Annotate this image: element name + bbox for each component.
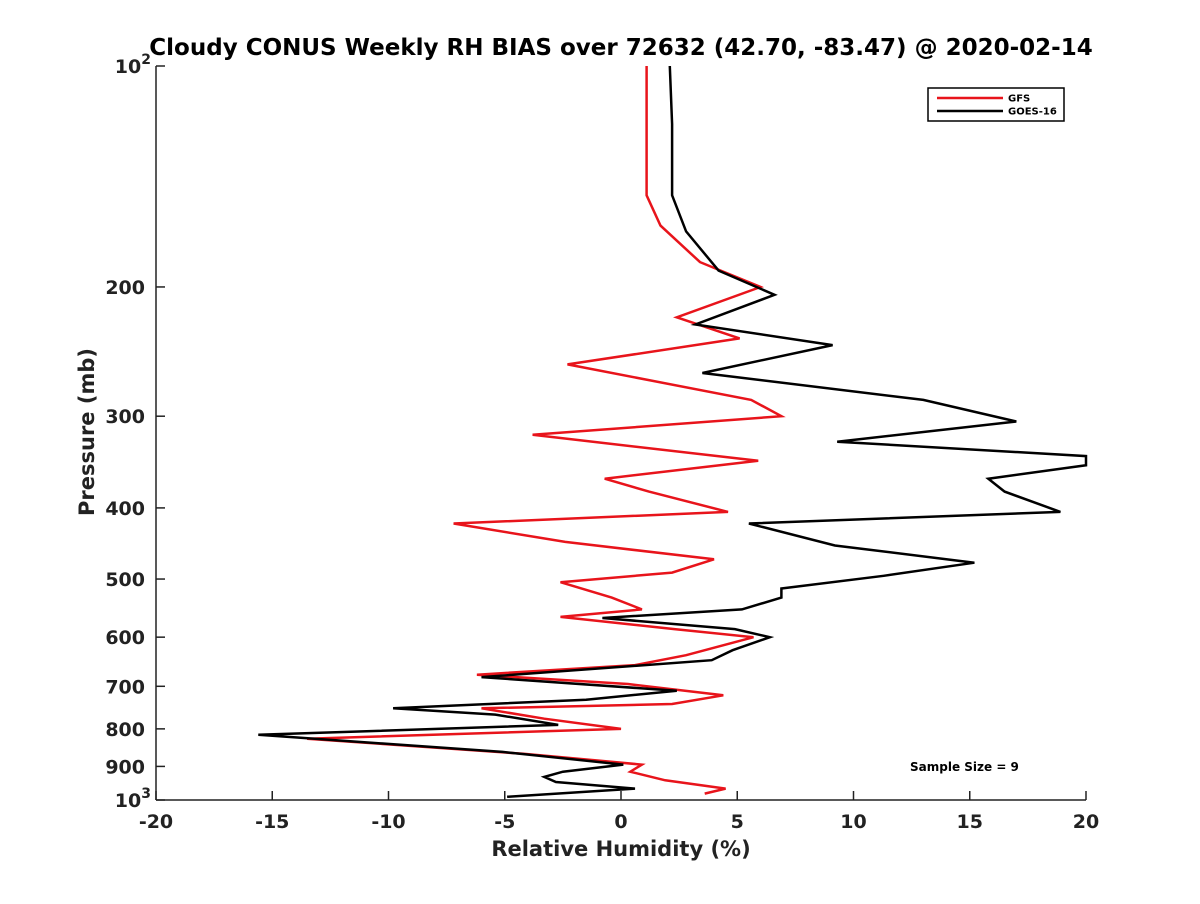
y-tick-label: 600 — [105, 627, 145, 649]
y-tick-label: 300 — [105, 406, 145, 428]
x-tick-label: 20 — [1073, 811, 1099, 833]
legend-label-goes16: GOES-16 — [1008, 107, 1057, 118]
x-tick-label: -15 — [255, 811, 289, 833]
x-tick-label: 15 — [957, 811, 983, 833]
legend-box — [927, 87, 1065, 122]
legend-label-gfs: GFS — [1008, 94, 1030, 105]
sample-size-annotation: Sample Size = 9 — [910, 760, 1019, 774]
y-tick-label: 700 — [105, 676, 145, 698]
x-tick-label: -20 — [139, 811, 173, 833]
axes-layer: -20 -15 -10 -5 0 5 10 15 20 102 200 300 400 500 600 700… — [105, 52, 1099, 833]
legend: GFS GOES-16 — [927, 87, 1065, 122]
series-layer — [258, 65, 1088, 799]
x-tick-label: 0 — [614, 811, 627, 833]
y-axis-label: Pressure (mb) — [75, 348, 99, 516]
y-tick-label: 900 — [105, 756, 145, 778]
x-tick-label: 10 — [840, 811, 866, 833]
series-line-gfs — [307, 66, 786, 795]
y-tick-label: 400 — [105, 498, 145, 520]
y-tick-label: 200 — [105, 277, 145, 299]
y-tick-label: 103 — [115, 786, 151, 812]
y-tick-label: 800 — [105, 719, 145, 741]
y-tick-label: 500 — [105, 569, 145, 591]
series-line-goes16 — [258, 65, 1088, 799]
x-tick-label: -10 — [371, 811, 405, 833]
x-tick-label: -5 — [494, 811, 515, 833]
x-axis-label: Relative Humidity (%) — [491, 837, 750, 861]
y-tick-label: 102 — [115, 52, 151, 78]
chart-title: Cloudy CONUS Weekly RH BIAS over 72632 (… — [149, 35, 1092, 61]
x-tick-label: 5 — [731, 811, 744, 833]
